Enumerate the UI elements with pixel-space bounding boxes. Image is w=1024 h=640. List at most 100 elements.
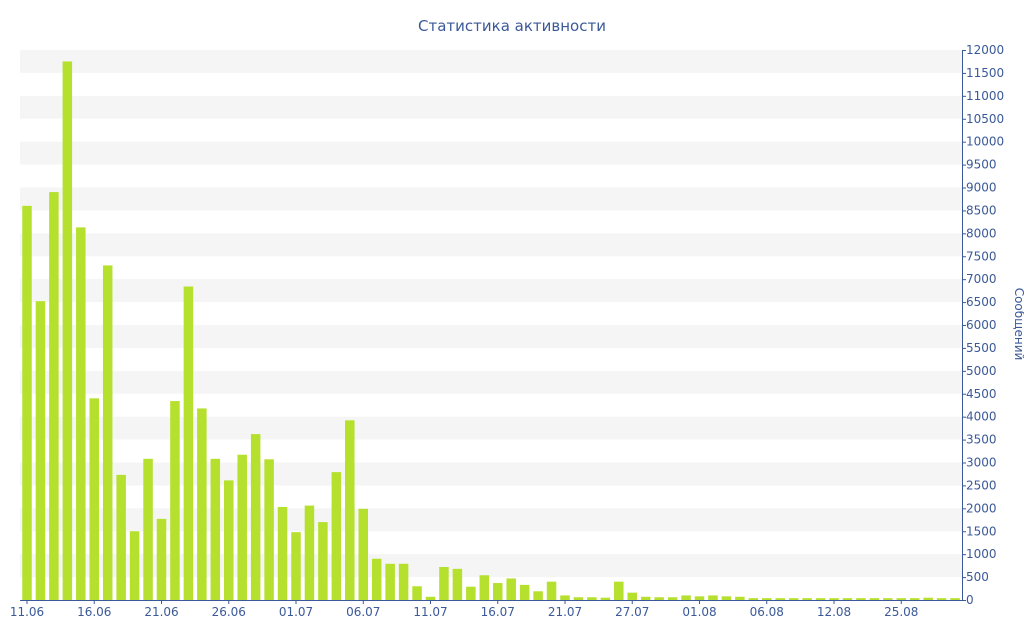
bar xyxy=(654,597,664,600)
bar xyxy=(869,598,880,600)
bar xyxy=(250,434,261,600)
bar xyxy=(22,205,32,600)
x-tick-label: 16.06 xyxy=(77,605,111,619)
bar xyxy=(264,459,274,600)
bar xyxy=(640,596,651,600)
bar xyxy=(170,401,180,600)
x-tick-label: 01.07 xyxy=(279,605,313,619)
y-tick-label: 9500 xyxy=(966,158,997,172)
bar xyxy=(425,596,436,600)
bar xyxy=(102,265,113,600)
bar xyxy=(856,598,866,600)
bar xyxy=(909,598,920,600)
bar xyxy=(896,598,906,600)
bar xyxy=(573,597,584,600)
y-tick-label: 7500 xyxy=(966,249,997,263)
bar xyxy=(802,598,812,600)
bar xyxy=(493,583,503,600)
bar xyxy=(748,598,759,600)
grid-band xyxy=(20,462,962,486)
bar xyxy=(129,531,140,600)
grid-band xyxy=(20,187,962,211)
y-tick-label: 5000 xyxy=(966,364,997,378)
x-tick-label: 11.07 xyxy=(413,605,447,619)
bar xyxy=(681,595,691,600)
bar xyxy=(345,420,355,600)
y-tick-label: 8500 xyxy=(966,203,997,217)
x-tick-label: 01.08 xyxy=(682,605,716,619)
bar xyxy=(358,508,368,600)
bar xyxy=(936,598,947,600)
bar xyxy=(197,408,207,600)
bar xyxy=(143,458,153,600)
bar xyxy=(439,567,449,600)
grid-band xyxy=(20,370,962,394)
bar xyxy=(156,518,167,601)
bar xyxy=(950,598,960,600)
bar xyxy=(412,586,422,600)
x-tick-label: 27.07 xyxy=(615,605,649,619)
grid-band xyxy=(20,325,962,348)
grid-band xyxy=(20,279,962,303)
grid-band xyxy=(20,233,962,257)
y-tick-label: 500 xyxy=(966,570,989,584)
bar xyxy=(815,598,826,600)
bar xyxy=(587,597,597,600)
y-tick-label: 6500 xyxy=(966,295,997,309)
y-tick-label: 11000 xyxy=(966,89,1004,103)
y-axis-ticks: 0 500 1000 1500 2000 2500 3000 3500 4000 4500 5000… xyxy=(962,43,1004,607)
y-tick-label: 1500 xyxy=(966,524,997,538)
bar xyxy=(546,581,557,600)
bar xyxy=(667,597,678,600)
bar xyxy=(35,301,46,600)
bar xyxy=(210,458,221,600)
bar xyxy=(277,506,288,600)
y-tick-label: 2000 xyxy=(966,501,997,515)
bar xyxy=(721,596,732,600)
bar xyxy=(735,596,745,600)
bar xyxy=(224,480,234,601)
y-tick-label: 6000 xyxy=(966,318,997,332)
x-tick-label: 16.07 xyxy=(481,605,515,619)
bar xyxy=(842,598,853,600)
y-tick-label: 1000 xyxy=(966,547,997,561)
bar xyxy=(452,568,463,600)
x-tick-label: 06.08 xyxy=(750,605,784,619)
bar xyxy=(533,591,543,600)
grid-band xyxy=(20,50,962,73)
grid-band xyxy=(20,416,962,440)
x-tick-label: 21.06 xyxy=(144,605,178,619)
y-tick-label: 4500 xyxy=(966,387,997,401)
y-tick-label: 2500 xyxy=(966,478,997,492)
x-tick-label: 25.08 xyxy=(884,605,918,619)
bar xyxy=(116,474,126,601)
grid-band xyxy=(20,95,962,119)
y-axis-title: Сообщений xyxy=(1012,288,1024,361)
x-tick-label: 21.07 xyxy=(548,605,582,619)
bar xyxy=(76,227,86,601)
bar xyxy=(560,595,570,600)
bar xyxy=(506,578,516,600)
bar xyxy=(291,532,301,600)
grid-bands xyxy=(20,50,962,578)
bar xyxy=(788,598,799,600)
y-tick-label: 12000 xyxy=(966,43,1004,57)
bar xyxy=(331,472,342,601)
bar-series xyxy=(22,61,960,601)
y-tick-label: 5500 xyxy=(966,341,997,355)
x-tick-label: 06.07 xyxy=(346,605,380,619)
x-axis-ticks: 11.06 16.06 21.06 26.06 01.07 06.07 11.07 16.07… xyxy=(10,600,918,619)
grid-band xyxy=(20,141,962,165)
bar xyxy=(923,597,933,600)
bar xyxy=(89,398,99,600)
bar xyxy=(49,192,59,600)
x-tick-label: 11.06 xyxy=(10,605,44,619)
chart-title: Статистика активности xyxy=(418,17,606,35)
bar xyxy=(694,596,705,600)
bar xyxy=(304,505,315,600)
bar xyxy=(62,61,73,600)
y-tick-label: 9000 xyxy=(966,181,997,195)
y-tick-label: 3000 xyxy=(966,456,997,470)
bar xyxy=(237,454,247,600)
